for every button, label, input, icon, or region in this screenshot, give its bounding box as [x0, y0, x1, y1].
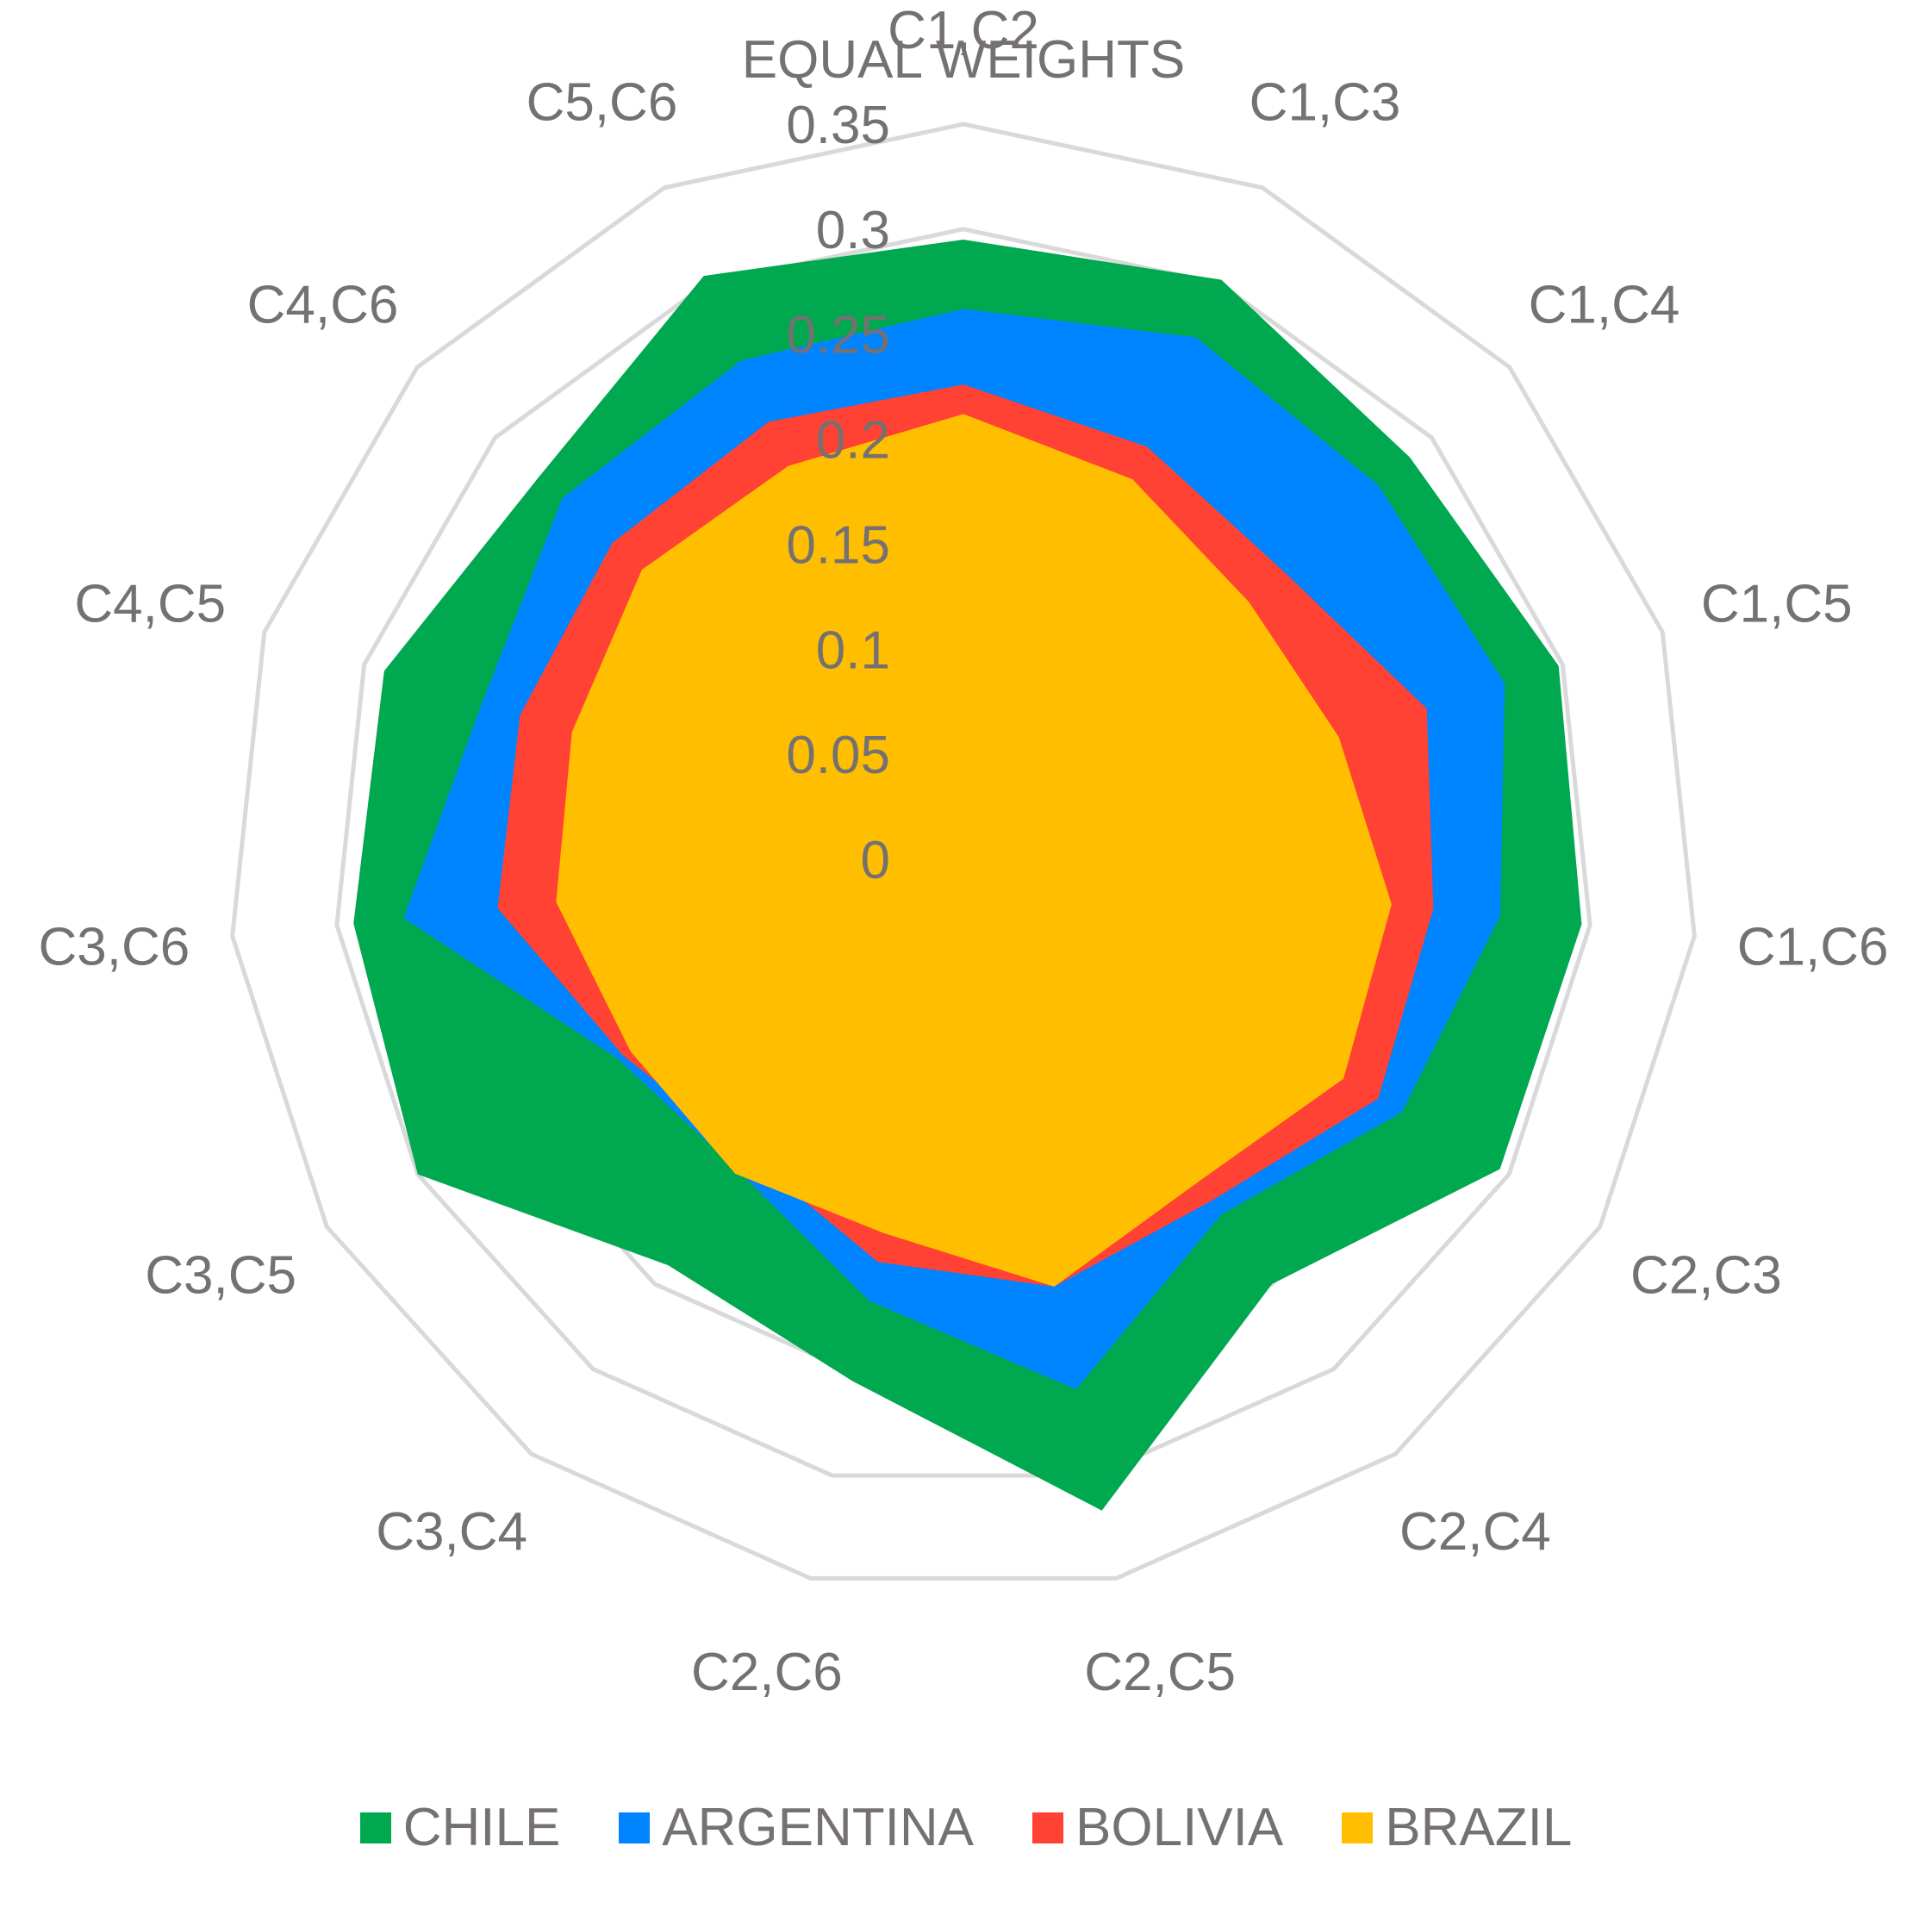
category-label: C2,C6	[691, 1643, 843, 1702]
grid-ring-1	[334, 227, 1592, 1478]
series-area-brazil	[556, 414, 1392, 1287]
legend-item-brazil: BRAZIL	[1342, 1801, 1572, 1855]
category-label: C1,C3	[1250, 72, 1401, 132]
category-label: C2,C3	[1630, 1246, 1782, 1306]
category-label: C3,C5	[145, 1246, 296, 1306]
radial-tick-label: 0.15	[786, 515, 890, 575]
legend-swatch	[359, 1812, 391, 1843]
category-label: C4,C6	[247, 276, 399, 335]
radial-tick-label: 0.05	[786, 726, 890, 785]
legend-label: ARGENTINA	[662, 1798, 975, 1857]
radial-tick-label: 0.25	[786, 306, 890, 365]
chart-title: EQUAL WEIGHTS	[742, 30, 1185, 90]
legend-swatch	[1032, 1812, 1064, 1843]
category-label: C1,C4	[1529, 276, 1680, 335]
legend-item-argentina: ARGENTINA	[619, 1801, 974, 1855]
category-label: C1,C6	[1737, 918, 1889, 977]
category-labels: C1,C2 C1,C3 C1,C4 C1,C5 C1,C6 C2,C3 C2,C4 C2,C5…	[39, 1, 1889, 1702]
radial-tick-label: 0	[861, 831, 890, 890]
legend-label: BOLIVIA	[1075, 1798, 1284, 1857]
category-label: C2,C5	[1084, 1643, 1236, 1702]
legend-item-chile: CHILE	[359, 1798, 561, 1857]
legend-item-bolivia: BOLIVIA	[1032, 1801, 1283, 1855]
legend: CHILE ARGENTINA BOLIVIA BRAZIL	[0, 1801, 1932, 1855]
legend-label: CHILE	[402, 1798, 561, 1857]
category-label: C3,C6	[39, 918, 190, 977]
grid-ring-2	[230, 122, 1697, 1581]
radial-tick-label: 0.35	[786, 96, 890, 155]
category-label: C1,C5	[1701, 574, 1853, 633]
legend-swatch	[619, 1812, 651, 1843]
radial-tick-label: 0.3	[816, 201, 890, 260]
legend-swatch	[1342, 1812, 1374, 1843]
category-label: C4,C5	[74, 574, 226, 633]
category-label: C2,C4	[1399, 1502, 1551, 1562]
legend-label: BRAZIL	[1385, 1798, 1573, 1857]
radial-tick-labels: 0 0.05 0.1 0.15 0.2 0.25 0.3 0.35	[786, 96, 890, 890]
radial-tick-label: 0.2	[816, 411, 890, 471]
category-label: C3,C4	[376, 1502, 527, 1562]
radial-tick-label: 0.1	[816, 621, 890, 680]
series-layer	[353, 240, 1582, 1511]
category-label: C5,C6	[527, 72, 678, 132]
category-label: C1,C2	[888, 1, 1039, 60]
